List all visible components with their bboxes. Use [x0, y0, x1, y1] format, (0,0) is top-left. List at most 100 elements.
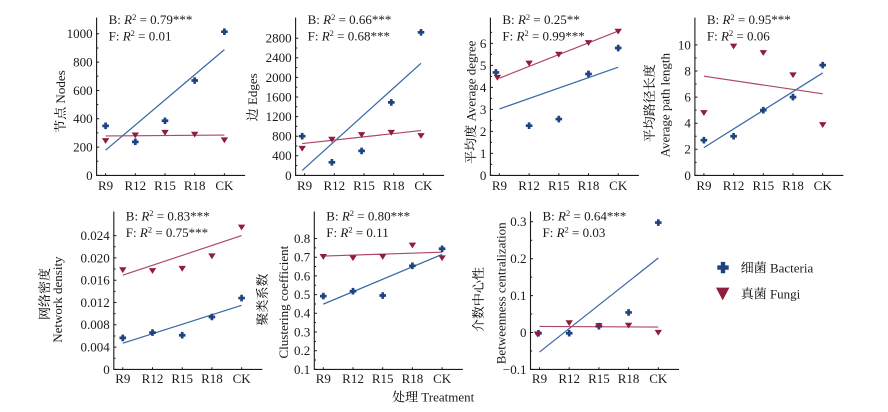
- svg-text:CK: CK: [814, 178, 833, 193]
- svg-text:0.1: 0.1: [294, 362, 310, 377]
- svg-text:B: R2 = 0.66***: B: R2 = 0.66***: [308, 12, 392, 27]
- svg-text:0.016: 0.016: [81, 273, 111, 288]
- svg-text:CK: CK: [233, 371, 252, 386]
- svg-text:400: 400: [73, 111, 93, 126]
- svg-text:Fungi: Fungi: [770, 286, 801, 301]
- svg-text:R9: R9: [492, 178, 507, 193]
- svg-text:0.004: 0.004: [81, 340, 111, 355]
- svg-text:0.012: 0.012: [81, 295, 110, 310]
- svg-text:R18: R18: [383, 178, 405, 193]
- svg-text:0: 0: [684, 168, 691, 183]
- svg-text:800: 800: [73, 55, 93, 70]
- svg-text:F: R2 = 0.11: F: R2 = 0.11: [326, 225, 388, 240]
- svg-text:0.008: 0.008: [81, 317, 110, 332]
- svg-text:CK: CK: [649, 371, 668, 386]
- svg-text:800: 800: [272, 129, 292, 144]
- svg-text:−0.1: −0.1: [503, 362, 527, 377]
- svg-text:0.8: 0.8: [294, 231, 310, 246]
- svg-text:R9: R9: [115, 371, 130, 386]
- svg-text:Treatment: Treatment: [421, 390, 474, 405]
- svg-text:R15: R15: [154, 178, 176, 193]
- svg-text:R9: R9: [696, 178, 711, 193]
- svg-text:Average path length: Average path length: [658, 52, 673, 157]
- svg-text:0.024: 0.024: [81, 228, 111, 243]
- svg-text:B: R2 = 0.79***: B: R2 = 0.79***: [109, 12, 193, 27]
- svg-text:R12: R12: [723, 178, 745, 193]
- svg-text:0: 0: [480, 168, 487, 183]
- svg-text:F: R2 = 0.03: F: R2 = 0.03: [543, 225, 606, 240]
- svg-text:0: 0: [285, 168, 292, 183]
- svg-text:R15: R15: [353, 178, 375, 193]
- svg-text:1600: 1600: [266, 89, 292, 104]
- svg-text:R18: R18: [201, 371, 223, 386]
- svg-text:Clustering coefficient: Clustering coefficient: [276, 245, 291, 358]
- svg-text:CK: CK: [414, 178, 433, 193]
- svg-text:R12: R12: [558, 371, 580, 386]
- svg-text:4: 4: [480, 80, 487, 95]
- svg-text:600: 600: [73, 83, 93, 98]
- svg-text:Bacteria: Bacteria: [770, 260, 814, 275]
- svg-text:R9: R9: [297, 178, 312, 193]
- svg-text:R12: R12: [142, 371, 164, 386]
- svg-text:B: R2 = 0.83***: B: R2 = 0.83***: [126, 208, 210, 223]
- svg-text:R18: R18: [184, 178, 206, 193]
- svg-text:R15: R15: [171, 371, 193, 386]
- svg-text:R12: R12: [323, 178, 345, 193]
- svg-text:2400: 2400: [266, 50, 292, 65]
- svg-text:R18: R18: [578, 178, 600, 193]
- svg-text:F: R2 = 0.68***: F: R2 = 0.68***: [308, 28, 390, 43]
- svg-text:R18: R18: [782, 178, 804, 193]
- svg-text:R15: R15: [372, 371, 394, 386]
- svg-text:0: 0: [520, 325, 527, 340]
- svg-text:2: 2: [684, 142, 691, 157]
- svg-text:0.4: 0.4: [294, 306, 311, 321]
- svg-text:2: 2: [480, 124, 487, 139]
- svg-text:Edges: Edges: [245, 73, 260, 105]
- svg-text:F: R2 = 0.75***: F: R2 = 0.75***: [126, 225, 208, 240]
- svg-text:0.6: 0.6: [294, 268, 311, 283]
- svg-text:0: 0: [86, 168, 93, 183]
- svg-text:0.7: 0.7: [294, 250, 311, 265]
- svg-text:8: 8: [684, 63, 691, 78]
- svg-text:4: 4: [684, 116, 691, 131]
- svg-text:Average degree: Average degree: [463, 40, 478, 121]
- svg-text:Betweenness centralization: Betweenness centralization: [494, 222, 509, 364]
- svg-text:B: R2 = 0.25**: B: R2 = 0.25**: [502, 12, 579, 27]
- svg-text:R9: R9: [532, 371, 547, 386]
- svg-text:0.2: 0.2: [294, 343, 310, 358]
- svg-text:B: R2 = 0.95***: B: R2 = 0.95***: [707, 12, 791, 27]
- svg-text:R15: R15: [588, 371, 610, 386]
- svg-text:5: 5: [480, 58, 487, 73]
- svg-text:6: 6: [684, 90, 691, 105]
- svg-text:R9: R9: [98, 178, 113, 193]
- svg-text:B: R2 = 0.80***: B: R2 = 0.80***: [326, 208, 410, 223]
- svg-text:CK: CK: [215, 178, 234, 193]
- svg-text:1000: 1000: [67, 26, 93, 41]
- svg-text:R9: R9: [316, 371, 331, 386]
- svg-text:200: 200: [73, 139, 93, 154]
- svg-text:3: 3: [480, 102, 487, 117]
- svg-text:0.020: 0.020: [81, 250, 110, 265]
- svg-text:F: R2 = 0.06: F: R2 = 0.06: [707, 28, 770, 43]
- svg-text:F: R2 = 0.01: F: R2 = 0.01: [109, 28, 172, 43]
- svg-text:R12: R12: [342, 371, 364, 386]
- svg-text:Nodes: Nodes: [53, 70, 68, 103]
- svg-text:R18: R18: [618, 371, 640, 386]
- svg-text:F: R2 = 0.99***: F: R2 = 0.99***: [502, 28, 584, 43]
- svg-text:R18: R18: [402, 371, 424, 386]
- svg-text:0.3: 0.3: [294, 324, 310, 339]
- svg-text:6: 6: [480, 36, 487, 51]
- svg-text:2000: 2000: [266, 70, 292, 85]
- svg-text:R15: R15: [548, 178, 570, 193]
- svg-text:0: 0: [103, 362, 110, 377]
- svg-text:CK: CK: [609, 178, 628, 193]
- svg-text:Network density: Network density: [50, 256, 65, 343]
- svg-text:0.3: 0.3: [510, 214, 526, 229]
- svg-text:R12: R12: [124, 178, 146, 193]
- svg-text:0.2: 0.2: [510, 251, 526, 266]
- svg-text:0.1: 0.1: [510, 288, 526, 303]
- svg-text:CK: CK: [433, 371, 452, 386]
- svg-text:1200: 1200: [266, 109, 292, 124]
- svg-text:B: R2 = 0.64***: B: R2 = 0.64***: [543, 208, 627, 223]
- svg-text:R15: R15: [752, 178, 774, 193]
